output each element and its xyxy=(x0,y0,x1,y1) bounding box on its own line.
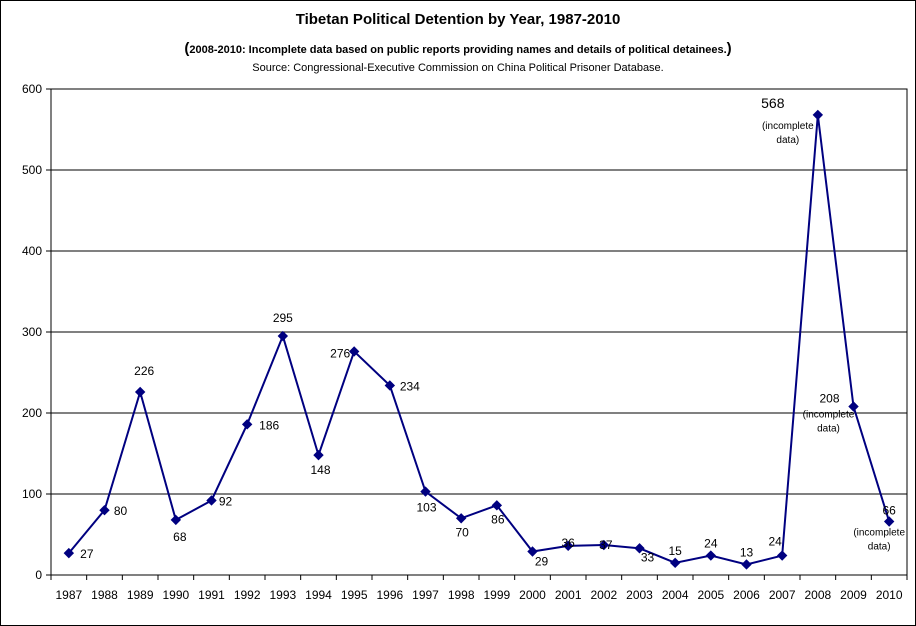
x-tick-label: 2003 xyxy=(626,588,653,602)
annotation-incomplete-data: (incomplete data) xyxy=(762,121,814,146)
data-label: 13 xyxy=(740,545,754,559)
data-label: 33 xyxy=(641,550,655,564)
data-label: 66 xyxy=(882,504,896,518)
data-point xyxy=(455,513,467,524)
x-tick-label: 2008 xyxy=(804,588,831,602)
data-point xyxy=(241,419,253,430)
data-point xyxy=(527,546,538,557)
series-line xyxy=(68,114,891,566)
data-label: 36 xyxy=(561,536,575,550)
data-label: 208 xyxy=(819,392,839,406)
data-point xyxy=(741,559,752,570)
chart-subtitle: (2008-2010: Incomplete data based on pub… xyxy=(184,40,732,57)
data-label: 568 xyxy=(761,95,785,111)
x-tick-label: 2009 xyxy=(840,588,867,602)
x-tick-label: 1995 xyxy=(341,588,368,602)
chart-subtitle-text: 2008-2010: Incomplete data based on publ… xyxy=(189,44,727,56)
data-label: 92 xyxy=(219,494,233,508)
x-tick-label: 1997 xyxy=(412,588,439,602)
y-tick-label: 600 xyxy=(22,82,42,96)
data-label: 226 xyxy=(134,364,154,378)
data-point xyxy=(348,346,360,357)
data-point xyxy=(669,557,681,569)
x-tick-label: 2006 xyxy=(733,588,760,602)
y-tick-label: 200 xyxy=(22,406,42,420)
data-label: 37 xyxy=(599,538,613,552)
data-label: 186 xyxy=(259,418,279,432)
data-point xyxy=(776,550,788,561)
data-point xyxy=(491,500,503,511)
data-label: 234 xyxy=(400,379,420,393)
data-label: 68 xyxy=(173,530,187,544)
annotation-incomplete-data: (incomplete data) xyxy=(803,410,855,435)
data-label: 70 xyxy=(455,525,469,539)
x-tick-label: 2002 xyxy=(590,588,617,602)
y-tick-label: 300 xyxy=(22,325,42,339)
data-point xyxy=(384,380,396,391)
data-label: 29 xyxy=(535,555,549,569)
data-point xyxy=(206,495,217,506)
y-tick-label: 0 xyxy=(35,568,42,582)
y-tick-label: 100 xyxy=(22,487,42,501)
chart-source: Source: Congressional-Executive Commissi… xyxy=(252,62,664,74)
y-tick-label: 400 xyxy=(22,244,42,258)
data-point xyxy=(170,514,182,526)
data-point xyxy=(277,330,289,342)
x-tick-label: 1991 xyxy=(198,588,225,602)
x-tick-label: 2004 xyxy=(662,588,689,602)
data-label: 27 xyxy=(80,547,94,561)
x-tick-label: 1994 xyxy=(305,588,332,602)
chart-title: Tibetan Political Detention by Year, 198… xyxy=(295,11,621,28)
data-label: 24 xyxy=(704,537,718,551)
data-label: 295 xyxy=(273,311,293,325)
x-tick-label: 2005 xyxy=(697,588,724,602)
x-tick-label: 1992 xyxy=(234,588,261,602)
data-point xyxy=(134,386,146,398)
x-tick-label: 1993 xyxy=(269,588,296,602)
x-tick-label: 2007 xyxy=(769,588,796,602)
x-tick-label: 1989 xyxy=(127,588,154,602)
data-point xyxy=(99,504,110,516)
data-label: 24 xyxy=(768,535,782,549)
y-tick-label: 500 xyxy=(22,163,42,177)
data-point xyxy=(634,543,645,554)
annotation-incomplete-data: (incomplete data) xyxy=(853,528,905,553)
x-tick-label: 1998 xyxy=(448,588,475,602)
data-point xyxy=(313,449,324,461)
data-label: 103 xyxy=(416,501,436,515)
data-label: 148 xyxy=(310,463,330,477)
data-point xyxy=(420,486,431,497)
data-label: 86 xyxy=(491,512,505,526)
x-tick-label: 2001 xyxy=(555,588,582,602)
x-tick-label: 2000 xyxy=(519,588,546,602)
data-point xyxy=(705,550,717,561)
data-point xyxy=(883,516,895,527)
data-point xyxy=(812,109,824,121)
x-tick-label: 1990 xyxy=(162,588,189,602)
data-label: 15 xyxy=(668,544,682,558)
x-tick-label: 1996 xyxy=(376,588,403,602)
x-tick-label: 1987 xyxy=(55,588,82,602)
data-point xyxy=(562,540,574,552)
data-point xyxy=(63,547,75,559)
data-label: 80 xyxy=(114,504,128,518)
x-tick-label: 1988 xyxy=(91,588,118,602)
x-tick-label: 1999 xyxy=(483,588,510,602)
x-tick-label: 2010 xyxy=(876,588,903,602)
data-point xyxy=(598,539,610,551)
data-point xyxy=(848,401,859,412)
data-label: 276 xyxy=(330,346,350,360)
